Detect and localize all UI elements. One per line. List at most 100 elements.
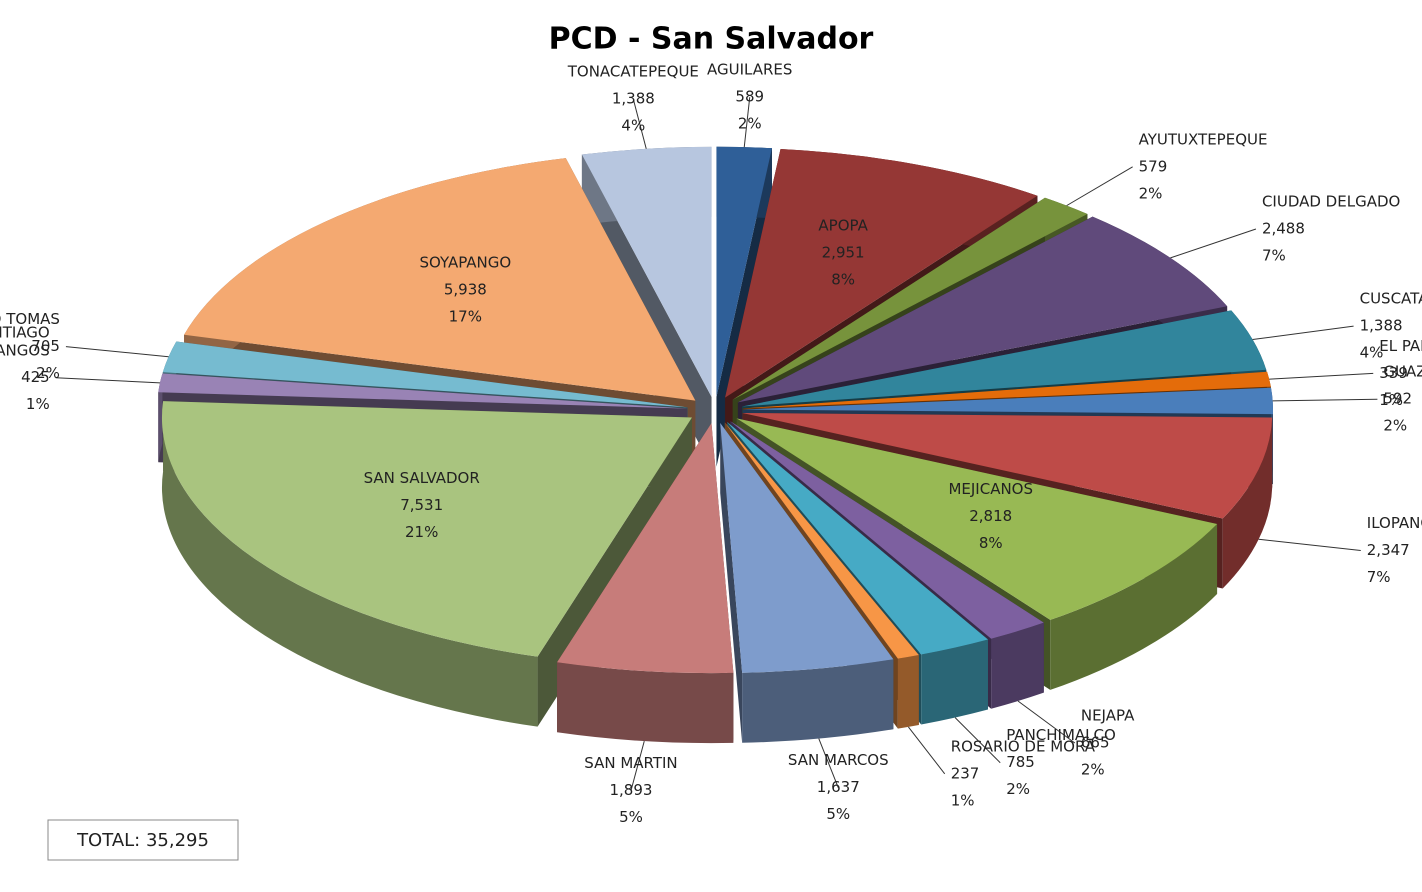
slice-top <box>162 341 688 408</box>
slice-percent: 2% <box>1139 184 1163 202</box>
slice-name: SANTO TOMAS <box>0 310 60 328</box>
slice-top <box>184 158 696 401</box>
leader-line <box>630 740 645 791</box>
slice-value: 5,938 <box>444 280 487 298</box>
slice-percent: 2% <box>1081 761 1105 779</box>
slice-percent: 2% <box>1006 780 1030 798</box>
slice-top <box>158 373 688 409</box>
slice-value: 1,388 <box>612 90 655 108</box>
slice-name: CIUDAD DELGADO <box>1262 193 1400 211</box>
slice <box>727 421 988 725</box>
slice-name: GUAZAPA <box>1383 363 1422 381</box>
slice-side <box>742 659 894 743</box>
slice <box>736 418 1218 690</box>
slice-name: EL PAISNAL <box>1379 337 1422 355</box>
slice-name: SAN MARTIN <box>584 754 677 772</box>
slice-name: PANCHIMALCO <box>1006 726 1116 744</box>
slice-side <box>991 622 1044 709</box>
slice-name: TONACATEPEQUE <box>567 63 699 81</box>
slice-side <box>557 662 734 744</box>
slice-percent: 2% <box>1383 417 1407 435</box>
leader-line <box>55 377 160 384</box>
slice-value: 1,893 <box>610 781 653 799</box>
leader-line <box>743 97 751 148</box>
slice-value: 425 <box>21 368 50 386</box>
slice-top <box>736 418 1218 620</box>
slice-top <box>720 422 894 673</box>
slice-percent: 4% <box>621 117 645 135</box>
slice-value: 2,347 <box>1367 541 1410 559</box>
slice <box>557 423 734 744</box>
leader-line <box>1269 372 1374 380</box>
slice-top <box>716 146 772 397</box>
slice-name: CUSCATANCINGO <box>1360 290 1422 308</box>
slice-value: 665 <box>1081 734 1110 752</box>
slice-top <box>725 149 1038 398</box>
slice-name: ILOPANGO <box>1367 514 1422 532</box>
slice-percent: 2% <box>36 364 60 382</box>
slice <box>161 401 692 727</box>
slice-name: SAN MARCOS <box>788 751 889 769</box>
slice-top <box>742 371 1271 409</box>
slice-side <box>158 373 163 463</box>
slice-value: 237 <box>951 764 980 782</box>
slice-name: SOYAPANGO <box>419 253 511 271</box>
slice-percent: 21% <box>405 523 438 541</box>
slice-value: 2,951 <box>822 244 865 262</box>
slice-value: 339 <box>1379 364 1408 382</box>
leader-line <box>1272 398 1378 402</box>
leader-line <box>1258 538 1361 552</box>
slice-top <box>727 421 988 655</box>
slice-name: SAN SALVADOR <box>364 469 480 487</box>
slice-percent: 8% <box>831 271 855 289</box>
slice-side <box>1050 523 1218 690</box>
slice-name: AYUTUXTEPEQUE <box>1139 130 1268 148</box>
slice-top <box>557 423 734 674</box>
slice-top <box>730 421 1044 639</box>
slice-value: 589 <box>735 88 764 106</box>
slice-top <box>737 216 1228 403</box>
slice-percent: 5% <box>619 808 643 826</box>
slice-percent: 1% <box>26 395 50 413</box>
leader-line <box>1066 166 1133 207</box>
slice-side <box>1222 417 1273 589</box>
slice-name: APOPA <box>818 217 868 235</box>
slice-top <box>161 401 692 657</box>
slice-name: ROSARIO DE MORA <box>951 737 1096 755</box>
slice-side <box>921 639 988 725</box>
slice-value: 1,637 <box>817 778 860 796</box>
leader-line <box>1252 325 1354 341</box>
slice-top <box>724 422 919 659</box>
slice-value: 705 <box>31 337 60 355</box>
slice-percent: 4% <box>1360 344 1384 362</box>
slice-value: 7,531 <box>400 496 443 514</box>
slice-percent: 2% <box>738 115 762 133</box>
slice-top <box>742 387 1273 415</box>
total-label: TOTAL: 35,295 <box>76 830 209 851</box>
slice-top <box>581 146 712 397</box>
slice-percent: 5% <box>826 805 850 823</box>
slice-side <box>161 401 538 727</box>
leader-line <box>65 346 169 358</box>
slice <box>720 422 894 743</box>
slice-percent: 7% <box>1262 247 1286 265</box>
slice-name: MEJICANOS <box>948 480 1033 498</box>
slice-percent: 1% <box>951 791 975 809</box>
slice-top <box>742 412 1273 519</box>
leader-line <box>954 717 1001 764</box>
leader-line <box>1017 700 1076 744</box>
slice-value: 785 <box>1006 753 1035 771</box>
slice-percent: 7% <box>1367 568 1391 586</box>
leader-line <box>632 99 647 149</box>
slice-value: 592 <box>1383 390 1412 408</box>
slice-value: 2,818 <box>969 507 1012 525</box>
slice-value: 579 <box>1139 157 1168 175</box>
slice-name: AGUILARES <box>707 61 792 79</box>
total-box <box>47 819 239 861</box>
slice-top <box>741 310 1267 407</box>
slice-percent: 17% <box>449 307 482 325</box>
slice-name: SANTIAGOTEXACUANGOS <box>0 323 50 359</box>
slice-name: NEJAPA <box>1081 707 1135 725</box>
leader-line <box>1170 228 1257 259</box>
